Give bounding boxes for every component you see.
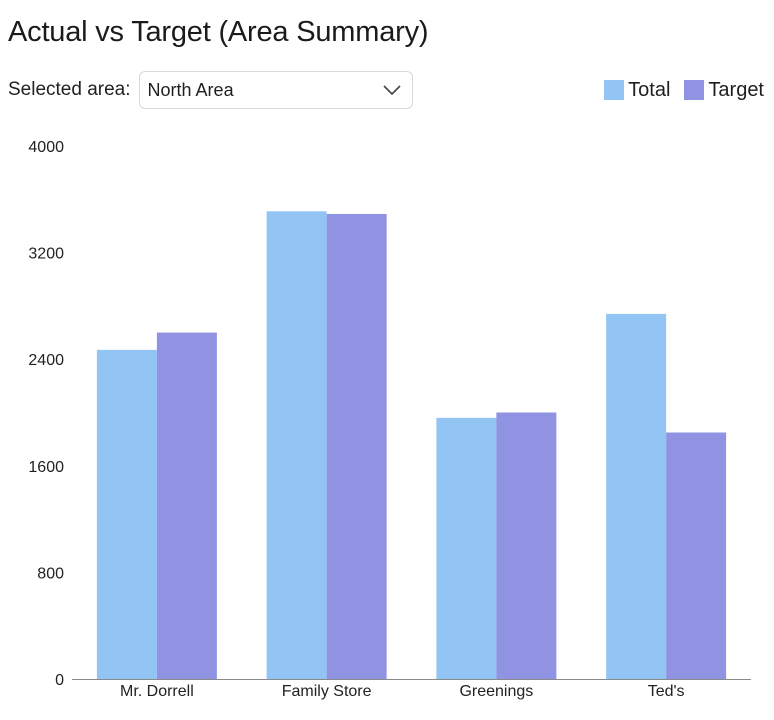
area-selector-label: Selected area: bbox=[8, 79, 131, 100]
bar-target bbox=[326, 213, 387, 679]
legend-label-total: Total bbox=[628, 78, 671, 101]
area-dropdown[interactable]: North Area bbox=[138, 71, 413, 109]
y-tick-label: 0 bbox=[55, 672, 64, 689]
page-title: Actual vs Target (Area Summary) bbox=[8, 16, 429, 48]
y-tick-label: 1600 bbox=[28, 459, 64, 476]
legend-item-total: Total bbox=[604, 79, 670, 102]
legend-swatch-total bbox=[604, 80, 625, 100]
bar-total bbox=[436, 417, 497, 679]
x-tick-label: Ted's bbox=[648, 683, 685, 700]
bar-total bbox=[266, 211, 327, 680]
bar-target bbox=[156, 332, 217, 679]
chart-legend: Total Target bbox=[590, 76, 764, 104]
bar-total bbox=[606, 313, 667, 679]
area-dropdown-value: North Area bbox=[147, 79, 234, 100]
bar-target bbox=[666, 432, 727, 679]
x-tick-label: Greenings bbox=[459, 683, 533, 700]
y-tick-label: 4000 bbox=[28, 139, 64, 156]
bar-total bbox=[96, 349, 157, 679]
chevron-down-icon bbox=[382, 80, 402, 100]
bar-target bbox=[496, 412, 557, 679]
y-tick-label: 2400 bbox=[28, 352, 64, 369]
y-tick-label: 3200 bbox=[28, 246, 64, 263]
legend-swatch-target bbox=[684, 80, 705, 100]
legend-item-target: Target bbox=[684, 79, 764, 102]
x-tick-label: Mr. Dorrell bbox=[120, 683, 194, 700]
x-tick-label: Family Store bbox=[282, 683, 372, 700]
legend-label-target: Target bbox=[708, 78, 764, 101]
y-tick-label: 800 bbox=[37, 565, 64, 582]
area-selector-row: Selected area: North Area bbox=[8, 70, 413, 110]
